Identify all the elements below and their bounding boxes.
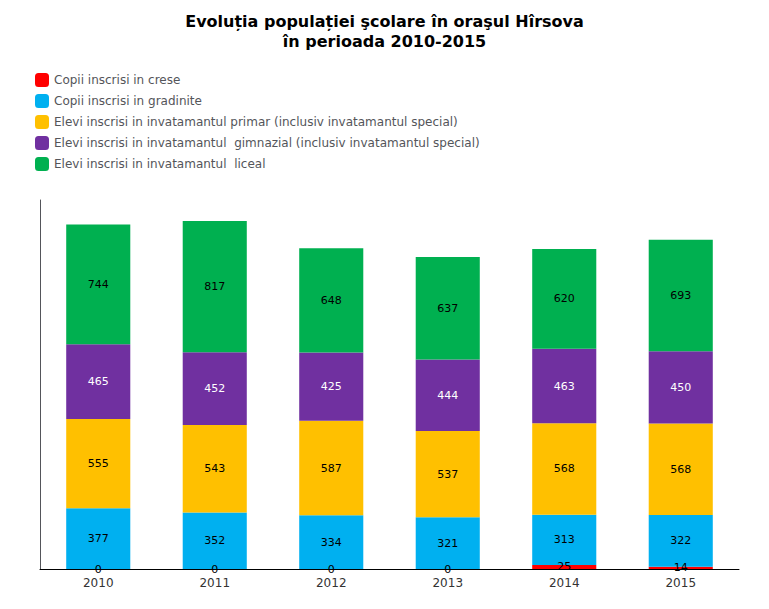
svg-text:637: 637 [437,302,458,315]
svg-text:334: 334 [321,536,342,549]
svg-text:744: 744 [88,278,109,291]
svg-text:377: 377 [88,532,109,545]
svg-text:2012: 2012 [316,576,347,590]
svg-text:465: 465 [88,375,109,388]
svg-text:2014: 2014 [549,576,580,590]
svg-text:568: 568 [670,463,691,476]
svg-text:450: 450 [670,381,691,394]
svg-text:425: 425 [321,380,342,393]
svg-text:Copii inscrisi in crese: Copii inscrisi in crese [54,73,180,87]
svg-text:648: 648 [321,294,342,307]
svg-text:352: 352 [204,534,225,547]
svg-text:14: 14 [674,561,688,574]
svg-text:313: 313 [554,533,575,546]
svg-text:2015: 2015 [665,576,696,590]
svg-text:Elevi inscrisi in invatamantul: Elevi inscrisi in invatamantul primar (i… [54,115,458,129]
svg-text:0: 0 [211,563,218,576]
svg-text:620: 620 [554,292,575,305]
svg-text:452: 452 [204,382,225,395]
svg-text:2010: 2010 [83,576,114,590]
svg-text:444: 444 [437,389,458,402]
svg-text:2013: 2013 [432,576,463,590]
svg-text:Copii inscrisi in gradinite: Copii inscrisi in gradinite [54,94,202,108]
svg-text:25: 25 [557,560,571,573]
svg-text:2011: 2011 [199,576,230,590]
svg-text:693: 693 [670,289,691,302]
svg-text:321: 321 [437,537,458,550]
svg-text:568: 568 [554,462,575,475]
svg-text:817: 817 [204,280,225,293]
svg-text:0: 0 [444,563,451,576]
svg-text:463: 463 [554,380,575,393]
svg-text:în perioada 2010-2015: în perioada 2010-2015 [282,32,486,51]
svg-text:Elevi inscrisi in invatamantul: Elevi inscrisi in invatamantul gimnazial… [54,136,480,150]
svg-text:Elevi inscrisi in invatamantul: Elevi inscrisi in invatamantul liceal [54,157,265,171]
svg-text:Evoluția populației şcolare în: Evoluția populației şcolare în oraşul Hî… [185,12,584,31]
svg-text:0: 0 [328,563,335,576]
svg-text:0: 0 [95,563,102,576]
svg-text:537: 537 [437,468,458,481]
svg-text:543: 543 [204,462,225,475]
svg-text:322: 322 [670,534,691,547]
svg-text:555: 555 [88,457,109,470]
svg-text:587: 587 [321,462,342,475]
